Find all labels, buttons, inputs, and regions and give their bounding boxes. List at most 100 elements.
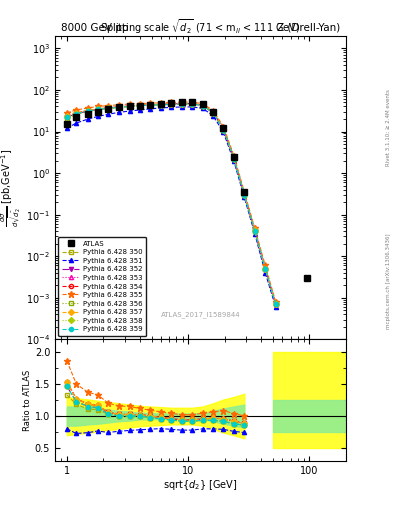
Pythia 6.428 351 (138, 107, 142, 113)
Pythia 6.428 355 (74, 107, 79, 113)
Pythia 6.428 357 (64, 113, 69, 119)
Pythia 6.428 354 (127, 103, 132, 109)
Pythia 6.428 355 (274, 299, 278, 305)
Pythia 6.428 357 (159, 101, 163, 108)
Pythia 6.428 356 (106, 105, 111, 112)
Pythia 6.428 351 (106, 111, 111, 117)
Pythia 6.428 356 (180, 101, 184, 107)
Pythia 6.428 354 (106, 105, 111, 111)
Pythia 6.428 351 (127, 108, 132, 114)
Pythia 6.428 350 (180, 101, 184, 107)
Pythia 6.428 355 (117, 102, 121, 108)
Pythia 6.428 357 (86, 108, 90, 114)
Pythia 6.428 355 (200, 100, 205, 106)
Pythia 6.428 350 (64, 116, 69, 122)
Y-axis label: Ratio to ATLAS: Ratio to ATLAS (23, 370, 32, 431)
Pythia 6.428 355 (95, 103, 100, 110)
Pythia 6.428 354 (200, 102, 205, 108)
ATLAS (305, 275, 309, 281)
ATLAS (180, 99, 184, 105)
Pythia 6.428 358 (64, 114, 69, 120)
Pythia 6.428 355 (64, 110, 69, 116)
Pythia 6.428 353 (242, 191, 247, 197)
Pythia 6.428 358 (190, 101, 195, 107)
Pythia 6.428 359 (221, 126, 226, 133)
Pythia 6.428 359 (211, 110, 215, 116)
Text: ATLAS_2017_I1589844: ATLAS_2017_I1589844 (161, 312, 240, 318)
Pythia 6.428 354 (169, 101, 174, 107)
Pythia 6.428 359 (127, 103, 132, 110)
Pythia 6.428 358 (274, 301, 278, 307)
Line: Pythia 6.428 357: Pythia 6.428 357 (65, 101, 278, 306)
Pythia 6.428 354 (242, 191, 247, 197)
Pythia 6.428 356 (159, 102, 163, 108)
Pythia 6.428 353 (106, 105, 111, 111)
Pythia 6.428 354 (180, 100, 184, 106)
Pythia 6.428 356 (95, 106, 100, 113)
Text: mcplots.cern.ch [arXiv:1306.3436]: mcplots.cern.ch [arXiv:1306.3436] (386, 234, 391, 329)
Pythia 6.428 353 (74, 110, 79, 116)
Pythia 6.428 356 (64, 114, 69, 120)
Pythia 6.428 351 (74, 120, 79, 126)
Pythia 6.428 350 (221, 126, 226, 133)
Pythia 6.428 350 (138, 102, 142, 109)
Line: Pythia 6.428 350: Pythia 6.428 350 (65, 102, 278, 306)
Pythia 6.428 352 (86, 108, 90, 114)
Pythia 6.428 356 (252, 228, 257, 234)
Pythia 6.428 355 (242, 189, 247, 195)
Pythia 6.428 357 (180, 100, 184, 106)
Pythia 6.428 350 (86, 109, 90, 115)
Pythia 6.428 354 (221, 126, 226, 132)
Pythia 6.428 358 (211, 110, 215, 116)
Pythia 6.428 358 (231, 156, 236, 162)
ATLAS (74, 114, 79, 120)
Pythia 6.428 352 (231, 155, 236, 161)
Pythia 6.428 353 (159, 101, 163, 108)
Pythia 6.428 350 (95, 107, 100, 113)
Pythia 6.428 354 (138, 102, 142, 108)
Pythia 6.428 350 (159, 102, 163, 108)
Pythia 6.428 352 (138, 102, 142, 108)
Pythia 6.428 352 (95, 106, 100, 113)
Pythia 6.428 355 (190, 99, 195, 105)
Pythia 6.428 352 (221, 126, 226, 132)
Pythia 6.428 357 (274, 301, 278, 307)
Pythia 6.428 353 (252, 227, 257, 233)
Text: Z (Drell-Yan): Z (Drell-Yan) (277, 23, 340, 33)
Pythia 6.428 358 (127, 103, 132, 110)
Pythia 6.428 359 (169, 101, 174, 108)
Pythia 6.428 354 (117, 104, 121, 110)
Pythia 6.428 350 (274, 301, 278, 307)
Pythia 6.428 357 (242, 191, 247, 197)
Pythia 6.428 353 (86, 108, 90, 114)
Pythia 6.428 358 (159, 102, 163, 108)
Pythia 6.428 352 (117, 104, 121, 110)
Pythia 6.428 358 (117, 104, 121, 111)
Pythia 6.428 354 (252, 227, 257, 233)
Pythia 6.428 357 (148, 102, 153, 108)
Legend: ATLAS, Pythia 6.428 350, Pythia 6.428 351, Pythia 6.428 352, Pythia 6.428 353, P: ATLAS, Pythia 6.428 350, Pythia 6.428 35… (59, 237, 146, 336)
Pythia 6.428 357 (211, 109, 215, 115)
ATLAS (200, 101, 205, 108)
Pythia 6.428 358 (200, 102, 205, 109)
Pythia 6.428 350 (242, 192, 247, 198)
ATLAS (117, 104, 121, 111)
Pythia 6.428 350 (231, 156, 236, 162)
Pythia 6.428 350 (74, 111, 79, 117)
Line: Pythia 6.428 352: Pythia 6.428 352 (65, 101, 278, 306)
Pythia 6.428 358 (74, 111, 79, 117)
ATLAS (148, 102, 153, 108)
ATLAS (159, 101, 163, 107)
Pythia 6.428 350 (148, 102, 153, 108)
Pythia 6.428 354 (190, 100, 195, 106)
Pythia 6.428 355 (221, 124, 226, 130)
Y-axis label: $\frac{d\sigma}{d\sqrt{\bar{d_2}}}$ [pb,GeV$^{-1}$]: $\frac{d\sigma}{d\sqrt{\bar{d_2}}}$ [pb,… (0, 148, 23, 227)
ATLAS (127, 103, 132, 110)
Pythia 6.428 354 (148, 102, 153, 108)
Pythia 6.428 359 (242, 192, 247, 198)
Pythia 6.428 353 (211, 109, 215, 115)
Line: Pythia 6.428 359: Pythia 6.428 359 (65, 102, 278, 306)
Pythia 6.428 359 (74, 111, 79, 117)
Pythia 6.428 359 (180, 101, 184, 107)
ATLAS (190, 99, 195, 105)
